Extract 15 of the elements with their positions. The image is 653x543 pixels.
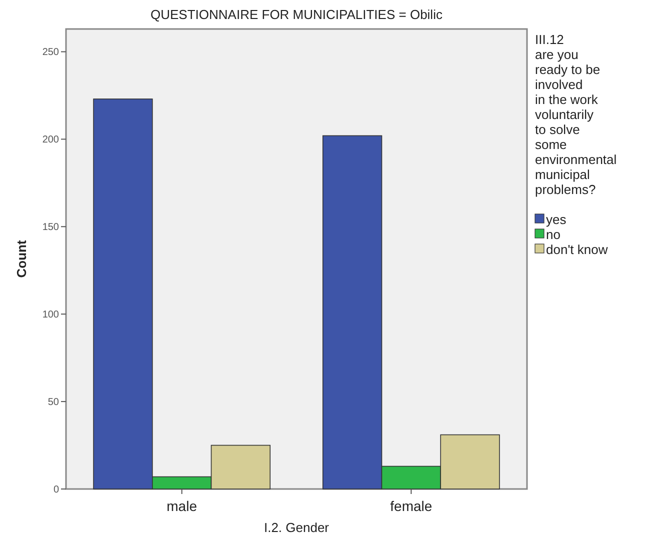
x-tick-label: male (166, 498, 198, 514)
y-tick-label: 50 (48, 397, 60, 408)
x-tick-label: female (390, 498, 432, 514)
y-tick-label: 0 (53, 484, 60, 496)
y-tick-label: 150 (42, 222, 60, 234)
x-axis-title: I.2. Gender (264, 520, 330, 535)
y-tick-label: 100 (42, 310, 60, 321)
chart-title: QUESTIONNAIRE FOR MUNICIPALITIES = Obilic (150, 7, 443, 22)
y-axis-title: Count (14, 240, 29, 278)
legend-label: no (546, 227, 560, 242)
y-tick-label: 200 (42, 134, 60, 146)
legend-label: yes (546, 212, 567, 227)
y-tick-label: 250 (42, 47, 60, 58)
text: III.12 are you ready to be involved in the work voluntarily to solve some environmental municipal problems? (535, 32, 617, 197)
legend-label: don't know (546, 242, 608, 257)
